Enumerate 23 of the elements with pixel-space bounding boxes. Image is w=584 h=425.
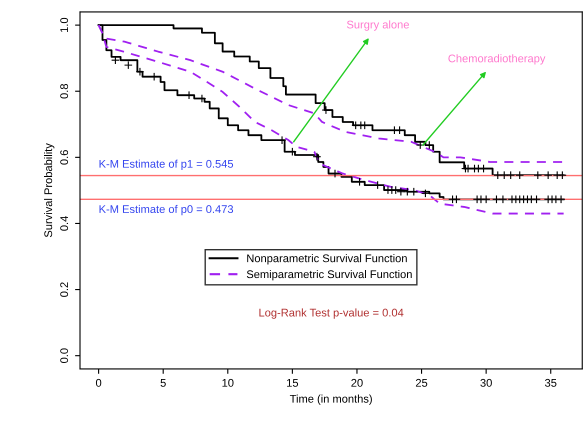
annotation: Chemoradiotherapy <box>448 54 546 65</box>
x-tick-label: 30 <box>480 378 492 387</box>
x-tick-label: 5 <box>160 379 166 387</box>
y-axis-title: Survival Probability <box>44 143 54 238</box>
y-tick-label: 1.0 <box>60 18 68 32</box>
y-tick-label: 0.2 <box>60 282 68 297</box>
y-tick-label: 0.4 <box>60 216 68 231</box>
ref-line-label: K-M Estimate of p0 = 0.473 <box>100 204 234 216</box>
legend-label: Nonparametric Survival Function <box>247 254 407 264</box>
x-tick-label: 15 <box>287 379 298 387</box>
x-tick-label: 10 <box>222 378 234 387</box>
y-tick-label: 0.8 <box>60 84 68 99</box>
y-tick-label: 0.0 <box>60 348 68 363</box>
annotation: Log-Rank Test p-value = 0.04 <box>259 308 404 319</box>
x-tick-label: 25 <box>416 378 428 387</box>
x-tick-label: 0 <box>96 378 102 387</box>
annotation: Surgry alone <box>346 20 409 31</box>
x-tick-label: 20 <box>351 378 363 387</box>
ref-line-label: K-M Estimate of p1 = 0.545 <box>100 160 234 170</box>
legend-label: Semiparametric Survival Function <box>246 270 412 280</box>
x-axis-title: Time (in months) <box>290 394 372 405</box>
x-tick-label: 35 <box>544 378 556 387</box>
y-tick-label: 0.6 <box>60 150 68 165</box>
